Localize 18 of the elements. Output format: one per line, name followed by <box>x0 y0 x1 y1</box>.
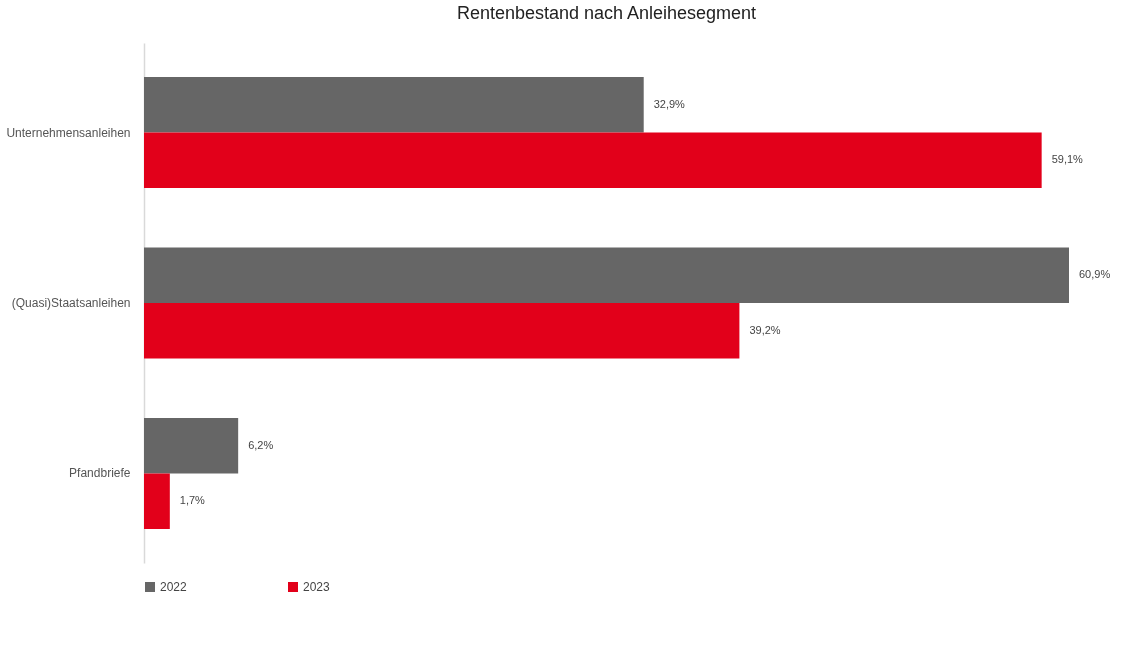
y-tick-label: Pfandbriefe <box>69 466 131 481</box>
data-label: 1,7% <box>179 494 206 507</box>
bar <box>144 418 239 474</box>
bar <box>144 473 170 529</box>
bar <box>144 303 740 359</box>
bar <box>144 77 644 133</box>
legend-label: 2022 <box>160 580 188 594</box>
legend-label: 2023 <box>303 580 331 594</box>
y-tick-label: Unternehmensanleihen <box>6 125 131 140</box>
data-label: 6,2% <box>248 438 274 451</box>
data-label: 59,1% <box>1051 153 1084 166</box>
data-label: 32,9% <box>653 97 686 110</box>
data-label: 39,2% <box>749 323 781 336</box>
bar <box>144 132 1042 188</box>
y-tick-label: (Quasi)Staatsanleihen <box>11 296 131 310</box>
chart-title: Rentenbestand nach Anleihesegment <box>456 3 757 23</box>
bar <box>144 247 1069 303</box>
data-label: 60,9% <box>1079 268 1111 281</box>
